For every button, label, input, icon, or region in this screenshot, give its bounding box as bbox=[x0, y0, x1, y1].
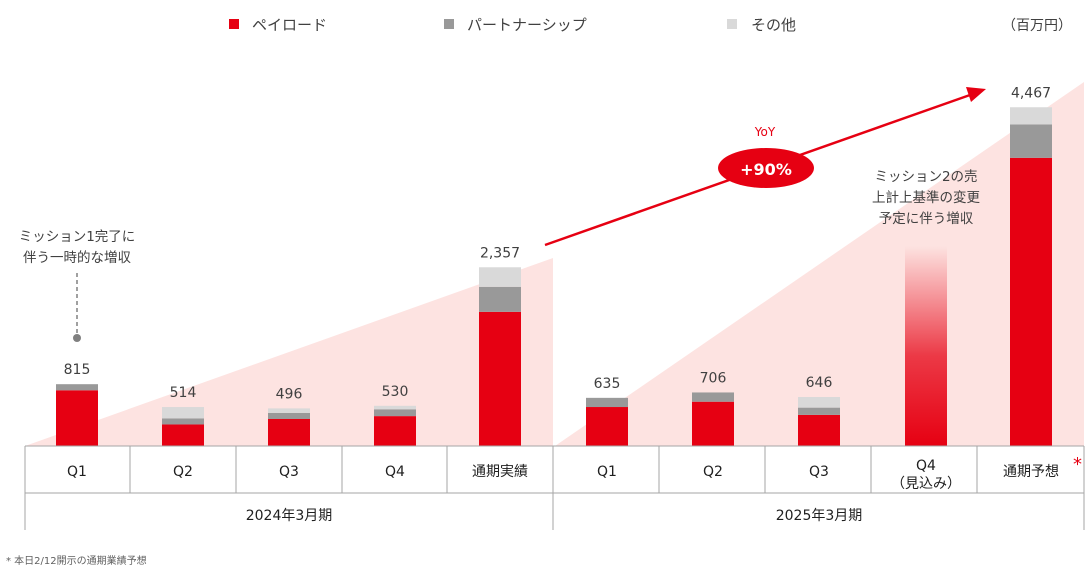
unit-label: （百万円） bbox=[1002, 18, 1072, 34]
bar-segment bbox=[692, 392, 734, 402]
category-labels: Q1 Q2 Q3 Q4 通期実績 Q1 Q2 Q3 Q4 （見込み） 通期予想 bbox=[67, 458, 1059, 492]
bar-segment bbox=[374, 416, 416, 446]
bar-total-label: 530 bbox=[382, 384, 409, 400]
bar-segment bbox=[56, 384, 98, 391]
bar-segment bbox=[1010, 107, 1052, 125]
category-sublabel: （見込み） bbox=[891, 476, 961, 492]
bar-segment bbox=[586, 407, 628, 446]
category-tick-label: Q3 bbox=[279, 464, 299, 480]
legend-swatch-other bbox=[727, 19, 737, 29]
bar-segment bbox=[268, 408, 310, 413]
q4-forecast-gradient-bar bbox=[905, 246, 947, 446]
bar-segment bbox=[1010, 157, 1052, 447]
annotation-mission1-dot-icon bbox=[73, 334, 81, 342]
bar-segment bbox=[798, 414, 840, 446]
bar-total-label: 706 bbox=[700, 370, 727, 386]
bar-total-label: 496 bbox=[276, 386, 303, 402]
category-tick-label: Q1 bbox=[67, 464, 87, 480]
legend-label-other: その他 bbox=[751, 16, 796, 34]
bar-total-label: 514 bbox=[170, 385, 197, 401]
bar-segment bbox=[479, 286, 521, 312]
bar-segment bbox=[162, 407, 204, 419]
category-axis bbox=[24, 445, 1085, 530]
bar-segment bbox=[479, 311, 521, 446]
annotation-mission2-line3: 予定に伴う増収 bbox=[879, 211, 974, 227]
period-label-2024: 2024年3月期 bbox=[246, 508, 333, 524]
period-label-2025: 2025年3月期 bbox=[776, 508, 863, 524]
yoy-badge bbox=[718, 148, 814, 188]
bar-segment bbox=[798, 397, 840, 408]
bar-segment bbox=[374, 409, 416, 417]
legend: ペイロード パートナーシップ その他 bbox=[229, 16, 796, 34]
bar-segment bbox=[162, 418, 204, 425]
yoy-label: YoY bbox=[754, 125, 776, 139]
annotation-mission1-line1: ミッション1完了に bbox=[19, 229, 136, 245]
legend-swatch-payload bbox=[229, 19, 239, 29]
category-tick-label: Q3 bbox=[809, 464, 829, 480]
category-tick-label: Q4 bbox=[385, 464, 405, 480]
bar-segment bbox=[268, 412, 310, 420]
category-tick-label: Q1 bbox=[597, 464, 617, 480]
footnote: * 本日2/12開示の通期業績予想 bbox=[6, 554, 147, 567]
totals-layer: 815 514 496 530 2,357 635 706 646 4,467 bbox=[64, 85, 1051, 402]
bar-total-label: 2,357 bbox=[480, 245, 520, 261]
bar-segment bbox=[1010, 124, 1052, 158]
category-tick-label: Q2 bbox=[703, 464, 723, 480]
bar-total-label: 635 bbox=[594, 376, 621, 392]
growth-wedge-2024 bbox=[25, 258, 553, 446]
bar-segment bbox=[479, 267, 521, 287]
bar-segment bbox=[268, 419, 310, 446]
bar-segment bbox=[56, 390, 98, 446]
category-tick-label: 通期実績 bbox=[472, 464, 528, 480]
bar-segment bbox=[374, 405, 416, 410]
category-tick-label: 通期予想 bbox=[1003, 464, 1059, 480]
growth-wedge-2025 bbox=[555, 82, 1084, 446]
bar-segment bbox=[798, 407, 840, 415]
annotation-mission2: ミッション2の売 上計上基準の変更 予定に伴う増収 bbox=[872, 169, 980, 227]
annotation-mission1-line2: 伴う一時的な増収 bbox=[23, 250, 131, 266]
legend-swatch-partnership bbox=[444, 19, 454, 29]
bar-segment bbox=[162, 424, 204, 446]
annotation-mission2-line1: ミッション2の売 bbox=[874, 169, 977, 185]
category-tick-label: Q4 bbox=[916, 458, 936, 474]
yoy-arrowhead-icon bbox=[966, 87, 986, 102]
bar-segment bbox=[586, 397, 628, 408]
forecast-asterisk: * bbox=[1073, 454, 1082, 475]
bar-total-label: 646 bbox=[806, 375, 833, 391]
bars-layer bbox=[56, 107, 1052, 447]
legend-label-partnership: パートナーシップ bbox=[467, 16, 587, 34]
yoy-value: +90% bbox=[740, 160, 792, 179]
annotation-mission1: ミッション1完了に 伴う一時的な増収 bbox=[19, 229, 136, 342]
bar-segment bbox=[692, 401, 734, 446]
legend-label-payload: ペイロード bbox=[252, 16, 327, 34]
bar-total-label: 4,467 bbox=[1011, 85, 1051, 101]
bar-total-label: 815 bbox=[64, 362, 91, 378]
annotation-mission2-line2: 上計上基準の変更 bbox=[872, 189, 980, 206]
category-tick-label: Q2 bbox=[173, 464, 193, 480]
